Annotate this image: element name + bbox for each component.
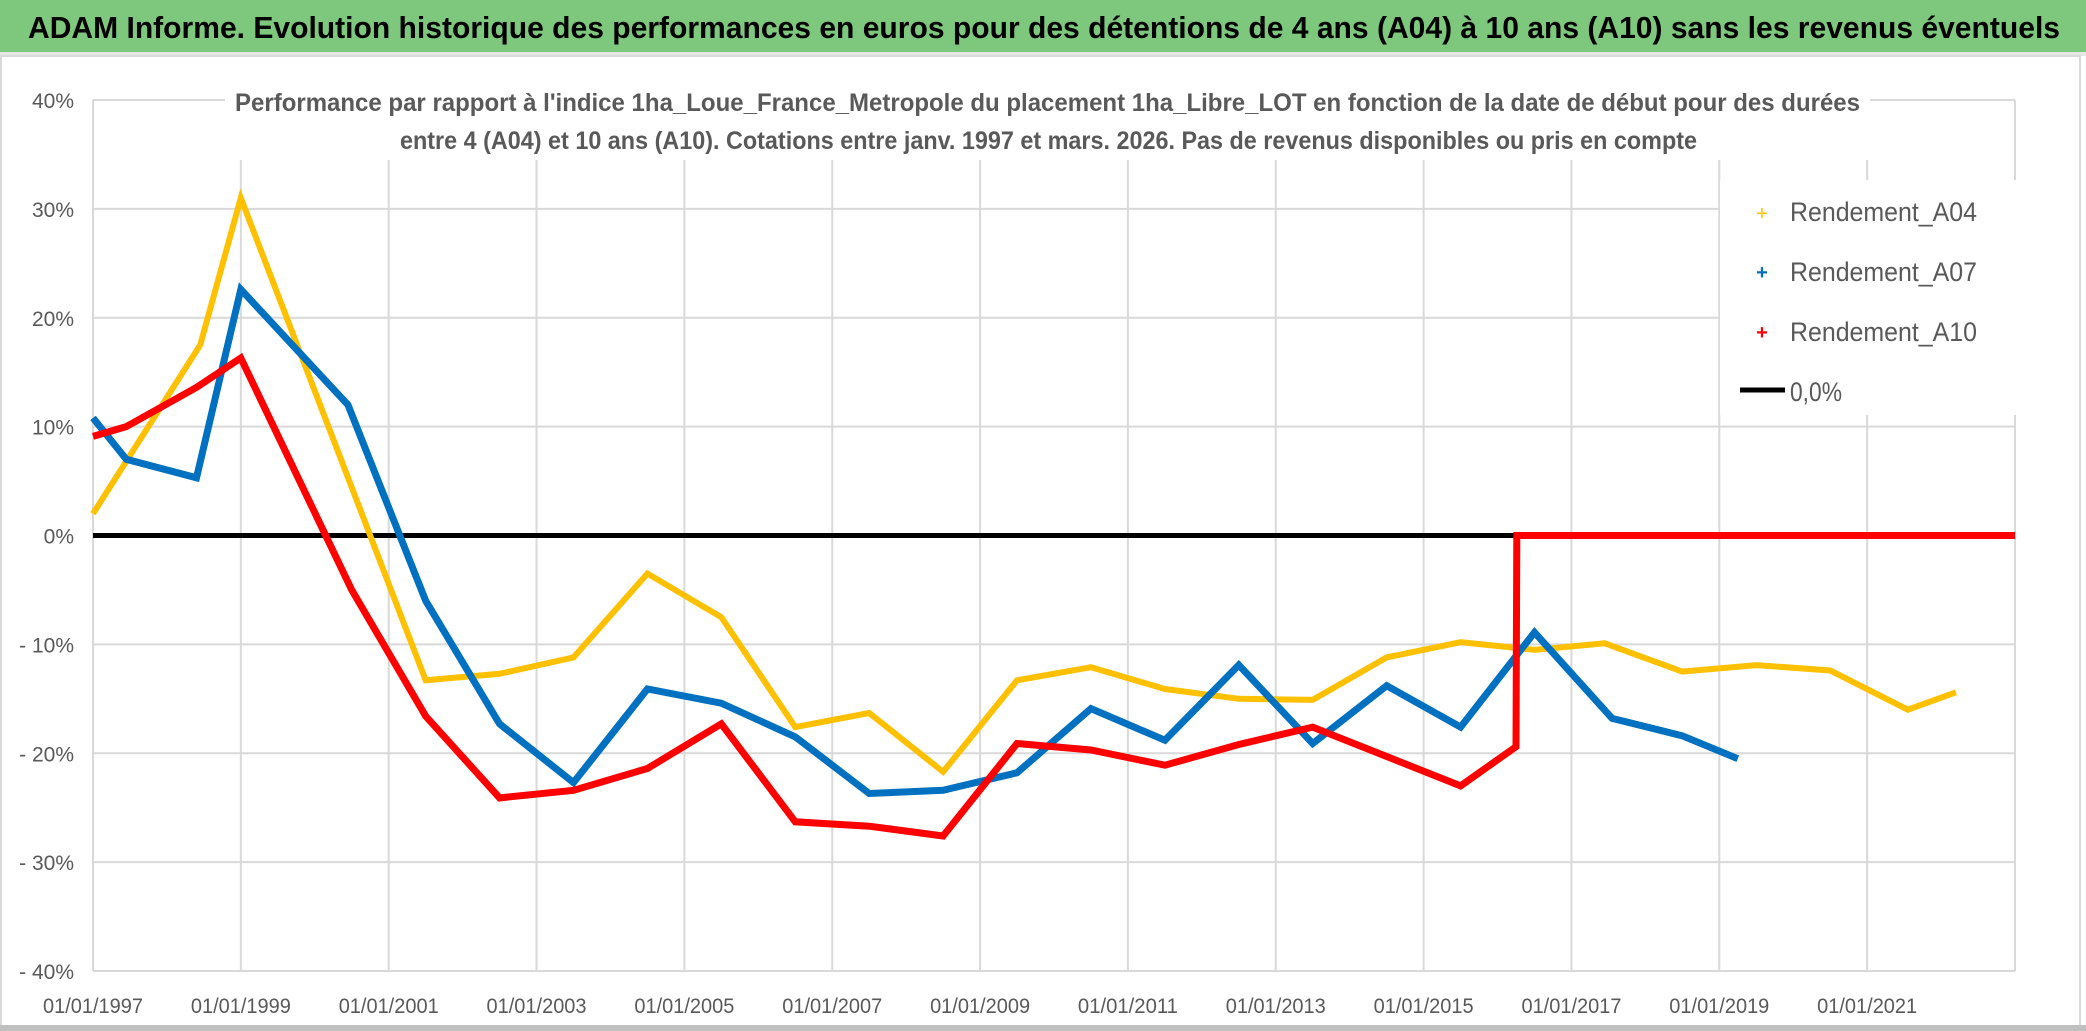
series-group <box>90 188 2015 840</box>
y-tick-label: 0% <box>44 526 74 549</box>
title-bar <box>0 0 2086 52</box>
y-tick-label: 20% <box>32 308 74 331</box>
y-axis: 40% 30% 20% 10% 0% - 10% - 20% - 30% - 40% <box>19 90 74 984</box>
y-tick-label: 10% <box>32 417 74 440</box>
series-line-rendement-a04 <box>90 188 1957 777</box>
legend-background <box>1720 180 2020 415</box>
subtitle-background <box>225 82 1870 160</box>
x-tick-label: 01/01/2005 <box>634 995 734 1018</box>
legend-marker-a07: + <box>1756 262 1768 284</box>
y-tick-label: - 20% <box>19 743 74 766</box>
legend-label-zero: 0,0% <box>1790 377 1842 407</box>
chart-subtitle-line-2: entre 4 (A04) et 10 ans (A10). Cotations… <box>400 127 1697 155</box>
legend-marker-a04: + <box>1756 203 1768 225</box>
x-tick-label: 01/01/2001 <box>339 995 439 1018</box>
x-tick-label: 01/01/2011 <box>1078 995 1178 1018</box>
legend-label-a07: Rendement_A07 <box>1790 257 1977 287</box>
x-tick-label: 01/01/1999 <box>191 995 291 1018</box>
chart-subtitle-line-1: Performance par rapport à l'indice 1ha_L… <box>235 89 1860 117</box>
legend-label-a04: Rendement_A04 <box>1790 197 1977 227</box>
y-tick-label: - 10% <box>19 634 74 657</box>
legend-marker-a10: + <box>1756 322 1768 344</box>
bottom-bar <box>0 1025 2086 1031</box>
y-tick-label: 30% <box>32 199 74 222</box>
page-title: ADAM Informe. Evolution historique des p… <box>28 10 2060 45</box>
x-tick-label: 01/01/2007 <box>782 995 882 1018</box>
x-tick-label: 01/01/2015 <box>1374 995 1474 1018</box>
x-tick-label: 01/01/1997 <box>43 995 143 1018</box>
x-tick-label: 01/01/2019 <box>1669 995 1769 1018</box>
x-tick-label: 01/01/2021 <box>1817 995 1917 1018</box>
x-axis: 01/01/1997 01/01/1999 01/01/2001 01/01/2003… <box>43 995 1917 1018</box>
series-line-rendement-a10 <box>92 352 2015 840</box>
title-bar-underline <box>0 52 2086 56</box>
x-tick-label: 01/01/2013 <box>1226 995 1326 1018</box>
y-tick-label: - 40% <box>19 961 74 984</box>
legend: + Rendement_A04 + Rendement_A07 + Rendem… <box>1720 180 2020 415</box>
series-line-rendement-a07 <box>90 282 1740 798</box>
legend-label-a10: Rendement_A10 <box>1790 317 1977 347</box>
x-tick-label: 01/01/2009 <box>930 995 1030 1018</box>
y-tick-label: - 30% <box>19 852 74 875</box>
x-tick-label: 01/01/2017 <box>1521 995 1621 1018</box>
x-tick-label: 01/01/2003 <box>487 995 587 1018</box>
y-tick-label: 40% <box>32 90 74 113</box>
